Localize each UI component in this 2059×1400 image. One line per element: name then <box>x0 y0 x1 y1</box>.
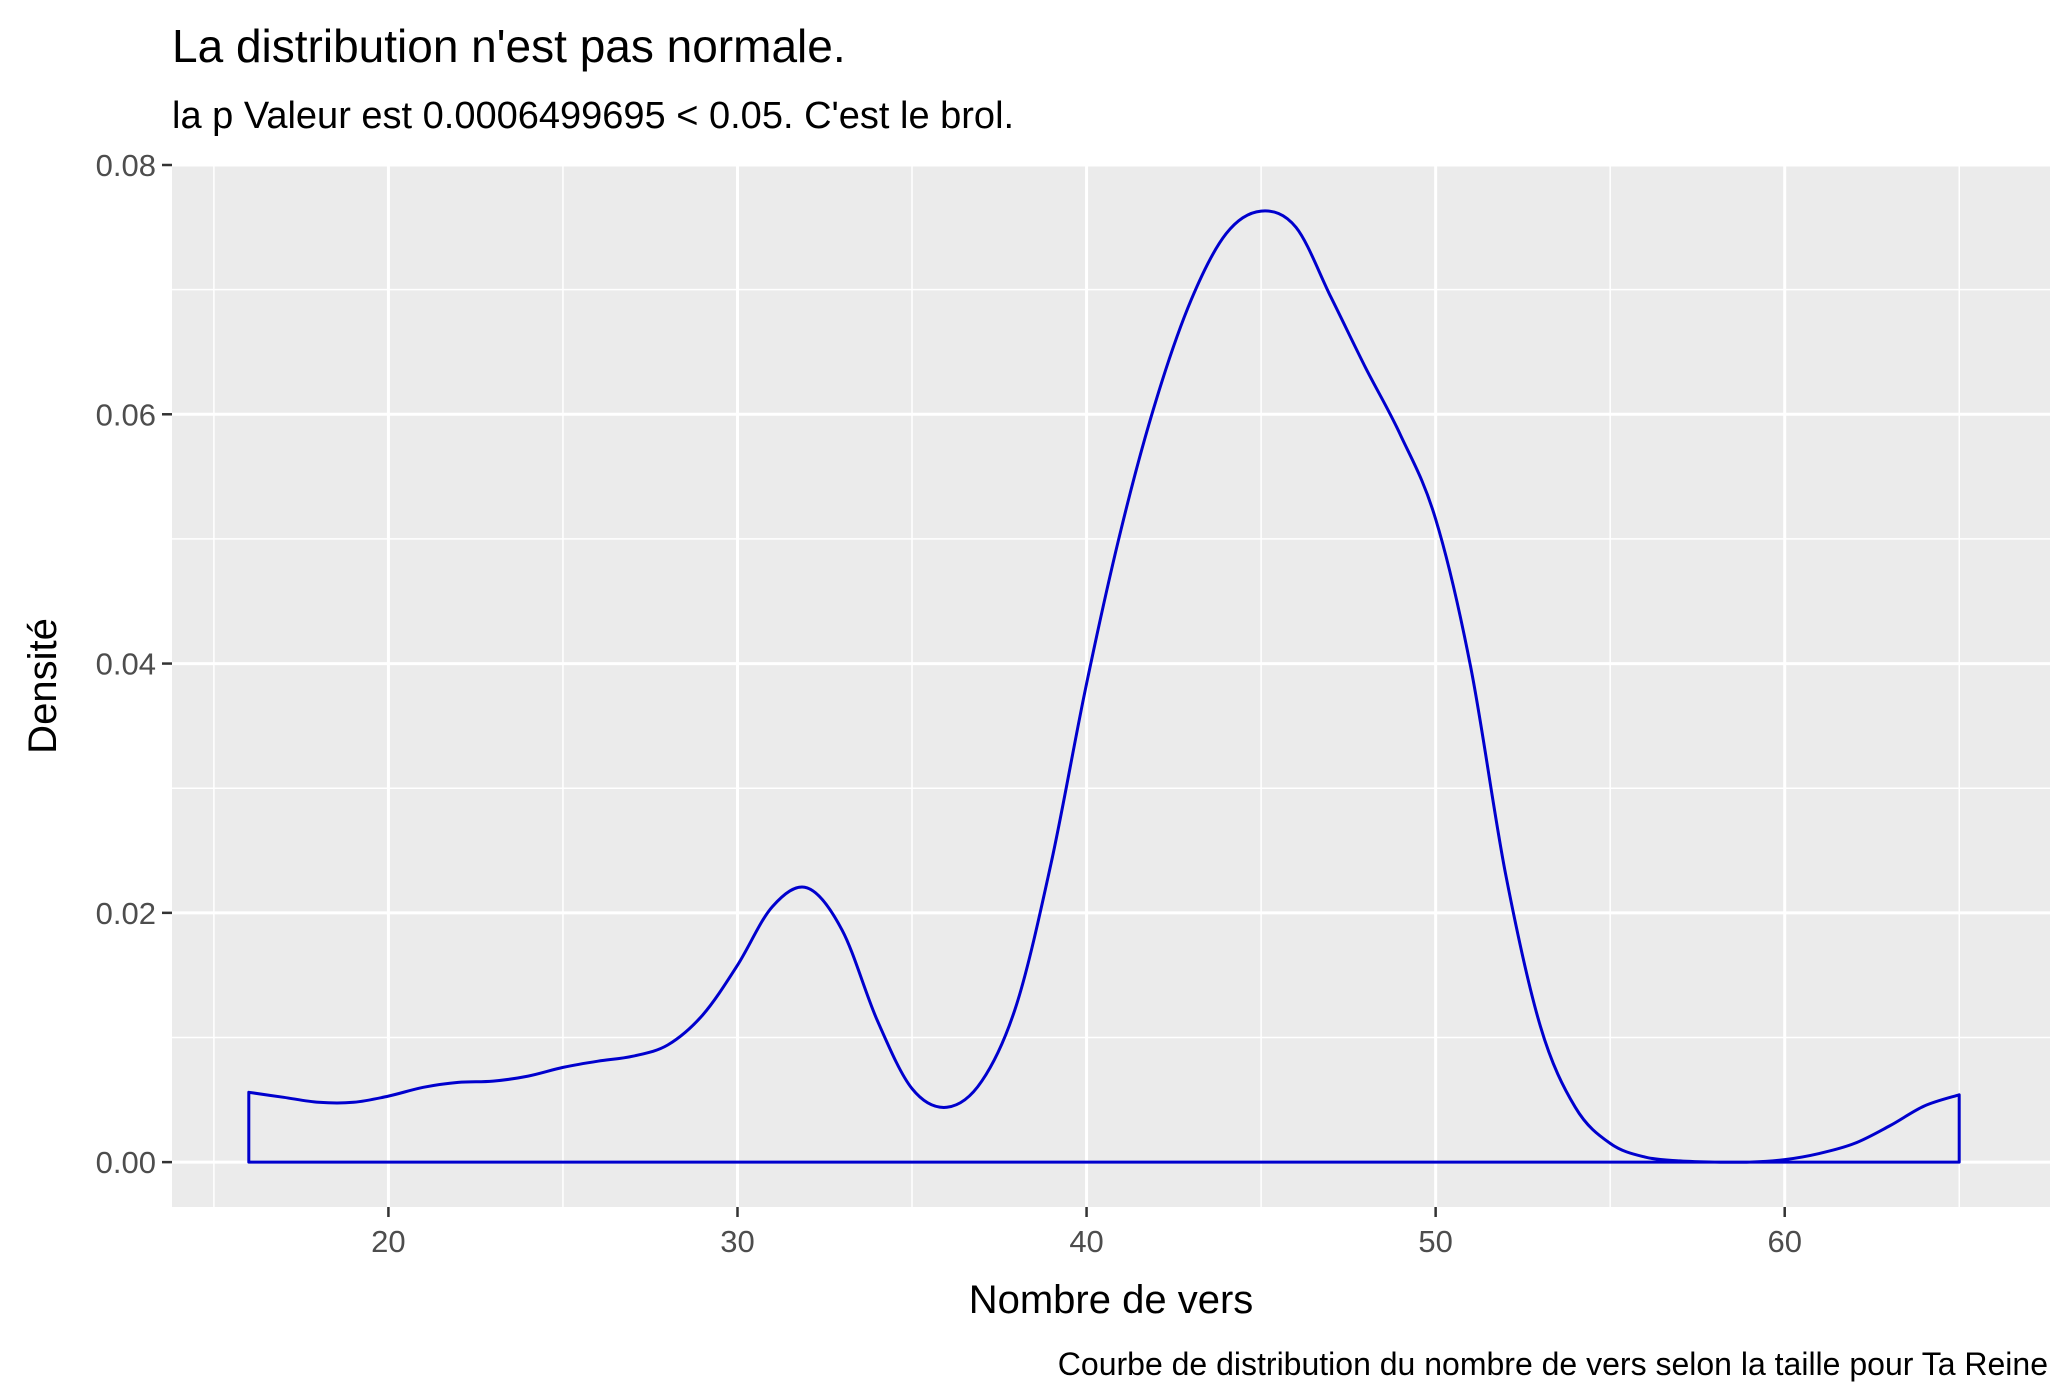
y-axis: 0.00 0.02 0.04 0.06 0.08 <box>96 148 172 1180</box>
density-layer <box>247 209 1961 1164</box>
x-tick-label: 50 <box>1418 1224 1452 1259</box>
x-tick-label: 20 <box>371 1224 405 1259</box>
density-curve <box>247 209 1961 1164</box>
x-axis-title: Nombre de vers <box>969 1278 1254 1322</box>
x-tick-label: 60 <box>1767 1224 1801 1259</box>
minor-gridlines <box>172 165 2050 1207</box>
chart-title: La distribution n'est pas normale. <box>172 20 846 72</box>
chart-caption: Courbe de distribution du nombre de vers… <box>1058 1346 2048 1382</box>
y-tick-label: 0.06 <box>96 397 156 432</box>
x-tick-label: 30 <box>720 1224 754 1259</box>
y-tick-label: 0.08 <box>96 148 156 183</box>
x-axis: 20 30 40 50 60 <box>371 1207 1802 1259</box>
y-tick-label: 0.02 <box>96 896 156 931</box>
y-tick-label: 0.00 <box>96 1145 156 1180</box>
y-tick-label: 0.04 <box>96 647 156 682</box>
chart-subtitle: la p Valeur est 0.0006499695 < 0.05. C'e… <box>172 95 1014 137</box>
plot-panel <box>172 165 2050 1207</box>
y-axis-title: Densité <box>21 618 65 754</box>
x-tick-label: 40 <box>1069 1224 1103 1259</box>
